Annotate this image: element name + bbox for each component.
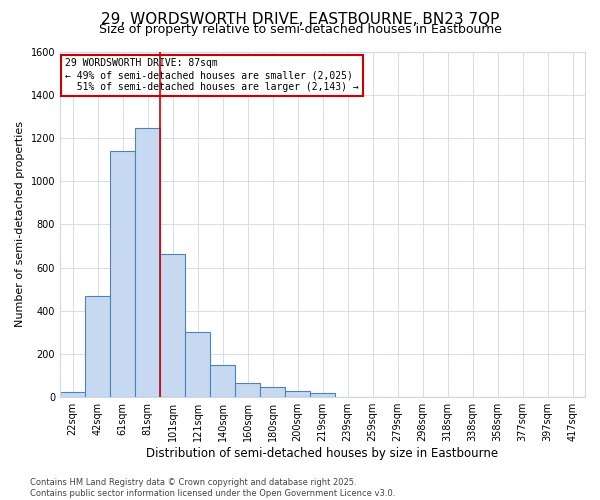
Bar (235, 383, 260, 397)
Bar (160, 254, 185, 397)
Bar (135, 128, 160, 397)
Bar (260, 388, 285, 397)
Text: 29 WORDSWORTH DRIVE: 87sqm
← 49% of semi-detached houses are smaller (2,025)
  5: 29 WORDSWORTH DRIVE: 87sqm ← 49% of semi… (65, 58, 359, 92)
Bar (210, 365, 235, 397)
Bar (85, 296, 110, 397)
Text: Size of property relative to semi-detached houses in Eastbourne: Size of property relative to semi-detach… (98, 22, 502, 36)
Text: 29, WORDSWORTH DRIVE, EASTBOURNE, BN23 7QP: 29, WORDSWORTH DRIVE, EASTBOURNE, BN23 7… (101, 12, 499, 28)
Bar (110, 151, 135, 397)
Bar (285, 390, 310, 397)
Y-axis label: Number of semi-detached properties: Number of semi-detached properties (15, 122, 25, 328)
X-axis label: Distribution of semi-detached houses by size in Eastbourne: Distribution of semi-detached houses by … (146, 447, 499, 460)
Text: Contains HM Land Registry data © Crown copyright and database right 2025.
Contai: Contains HM Land Registry data © Crown c… (30, 478, 395, 498)
Bar (60, 392, 85, 397)
Bar (310, 393, 335, 397)
Bar (185, 332, 210, 397)
